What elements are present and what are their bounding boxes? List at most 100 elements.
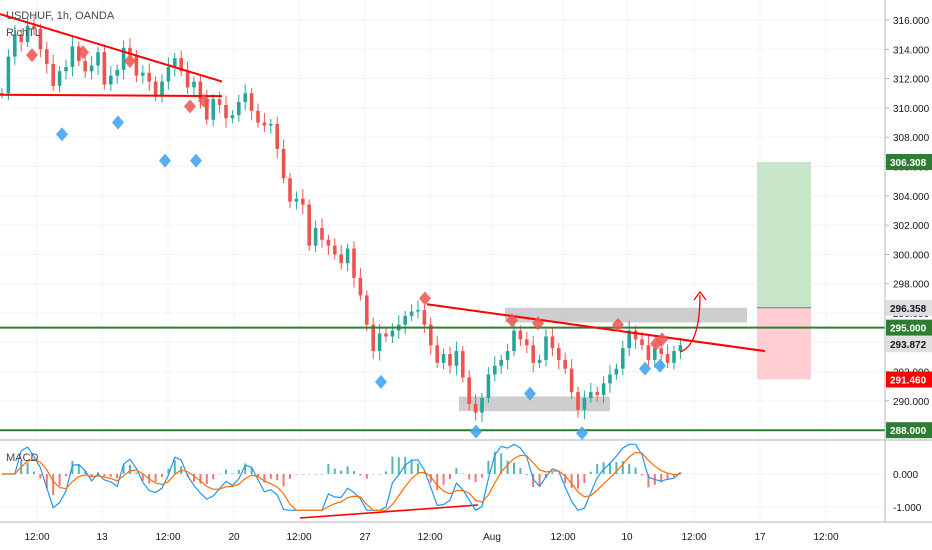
candle-body xyxy=(32,25,36,29)
candle xyxy=(339,244,343,270)
macd-histogram-bar xyxy=(314,474,317,475)
macd-histogram-bar xyxy=(468,474,471,480)
candle-body xyxy=(358,277,363,296)
candle-body xyxy=(153,81,158,97)
candle xyxy=(448,346,452,374)
price-tick-label: 302.000 xyxy=(893,221,930,232)
macd-histogram-bar xyxy=(525,474,528,475)
candle xyxy=(0,88,4,99)
macd-histogram-bar xyxy=(263,474,266,483)
sell-marker-icon xyxy=(184,99,196,114)
candle-body xyxy=(563,359,567,369)
sell-marker-icon xyxy=(77,45,89,60)
macd-label[interactable]: MACD xyxy=(6,452,39,464)
price-tick-label: 298.000 xyxy=(893,280,930,291)
candle-body xyxy=(678,345,683,352)
price-badge-label: 291.460 xyxy=(890,376,927,387)
candle-body xyxy=(633,330,638,340)
candle-body xyxy=(576,392,580,410)
macd-histogram-bar xyxy=(327,463,330,474)
candle xyxy=(595,386,599,402)
macd-histogram-bar xyxy=(538,474,541,488)
candle xyxy=(633,325,638,349)
macd-histogram-bar xyxy=(295,474,298,475)
candle-body xyxy=(185,71,190,88)
candle-body xyxy=(211,99,215,120)
macd-histogram-bar xyxy=(391,456,394,474)
candle-body xyxy=(96,52,100,66)
candle xyxy=(384,328,388,342)
drawings-layer xyxy=(0,13,885,519)
macd-histogram-bar xyxy=(52,474,55,496)
macd-histogram-bar xyxy=(570,474,573,489)
macd-histogram-bar xyxy=(199,474,202,484)
macd-histogram-bar xyxy=(551,472,554,474)
candle-body xyxy=(480,397,484,413)
candle xyxy=(486,367,491,404)
candle xyxy=(429,317,433,355)
macd-histogram-bar xyxy=(487,460,490,474)
price-badge-label: 306.308 xyxy=(890,158,927,169)
macd-histogram-bar xyxy=(666,474,669,479)
candle xyxy=(678,337,683,360)
price-badge-bg xyxy=(886,336,932,353)
candle-body xyxy=(102,52,107,85)
macd-histogram-bar xyxy=(154,474,157,482)
candle-body xyxy=(621,348,625,369)
price-badge: 293.872 xyxy=(886,336,932,353)
macd-histogram-bar xyxy=(621,461,624,474)
candle-body xyxy=(422,310,427,325)
candle-body xyxy=(518,330,523,340)
buy-marker-icon xyxy=(639,361,651,376)
buy-marker-icon xyxy=(159,153,171,168)
price-tick-label: 304.000 xyxy=(893,192,930,203)
candle-body xyxy=(557,348,561,360)
buy-marker-icon xyxy=(470,424,482,439)
candle xyxy=(179,50,183,77)
indicator-label[interactable]: RichTL xyxy=(6,27,41,39)
macd-histogram-bar xyxy=(449,474,451,480)
candle xyxy=(665,344,670,368)
candle xyxy=(224,95,228,128)
candle-body xyxy=(198,81,203,100)
time-tick-label: Aug xyxy=(483,532,501,543)
macd-histogram-bar xyxy=(442,474,445,485)
macd-histogram-bar xyxy=(269,474,272,479)
candle-body xyxy=(377,333,382,352)
candle-body xyxy=(659,348,663,355)
candle-body xyxy=(301,198,305,205)
candle-body xyxy=(352,248,356,278)
macd-histogram-bar xyxy=(532,474,535,488)
macd-histogram-bar xyxy=(45,474,48,489)
candle xyxy=(499,354,503,374)
candle-body xyxy=(429,324,433,346)
candle xyxy=(601,375,606,404)
candle-body xyxy=(454,351,459,366)
macd-histogram-bar xyxy=(173,460,176,474)
candle-body xyxy=(121,47,126,70)
candle-body xyxy=(262,122,267,126)
candle xyxy=(13,25,17,65)
time-tick-label: 12:00 xyxy=(681,532,706,543)
macd-histogram-bar xyxy=(359,474,362,476)
candle xyxy=(51,54,55,92)
macd-histogram-bar xyxy=(481,474,483,478)
candle xyxy=(275,116,279,159)
candle-body xyxy=(512,330,516,352)
macd-tick-label: -1.000 xyxy=(893,503,922,514)
candle-body xyxy=(326,239,331,246)
candle xyxy=(89,55,94,80)
macd-histogram-bar xyxy=(333,468,336,474)
price-badge-bg xyxy=(886,299,932,316)
candle xyxy=(109,66,113,92)
candle xyxy=(19,29,23,52)
time-tick-label: 12:00 xyxy=(417,532,442,543)
price-badge-label: 295.000 xyxy=(890,324,927,335)
candle xyxy=(557,343,561,370)
candle xyxy=(345,243,350,272)
target-zone xyxy=(757,161,811,308)
candle xyxy=(96,47,100,75)
macd-histogram-bar xyxy=(340,470,343,474)
projection-arrowhead xyxy=(693,290,707,301)
